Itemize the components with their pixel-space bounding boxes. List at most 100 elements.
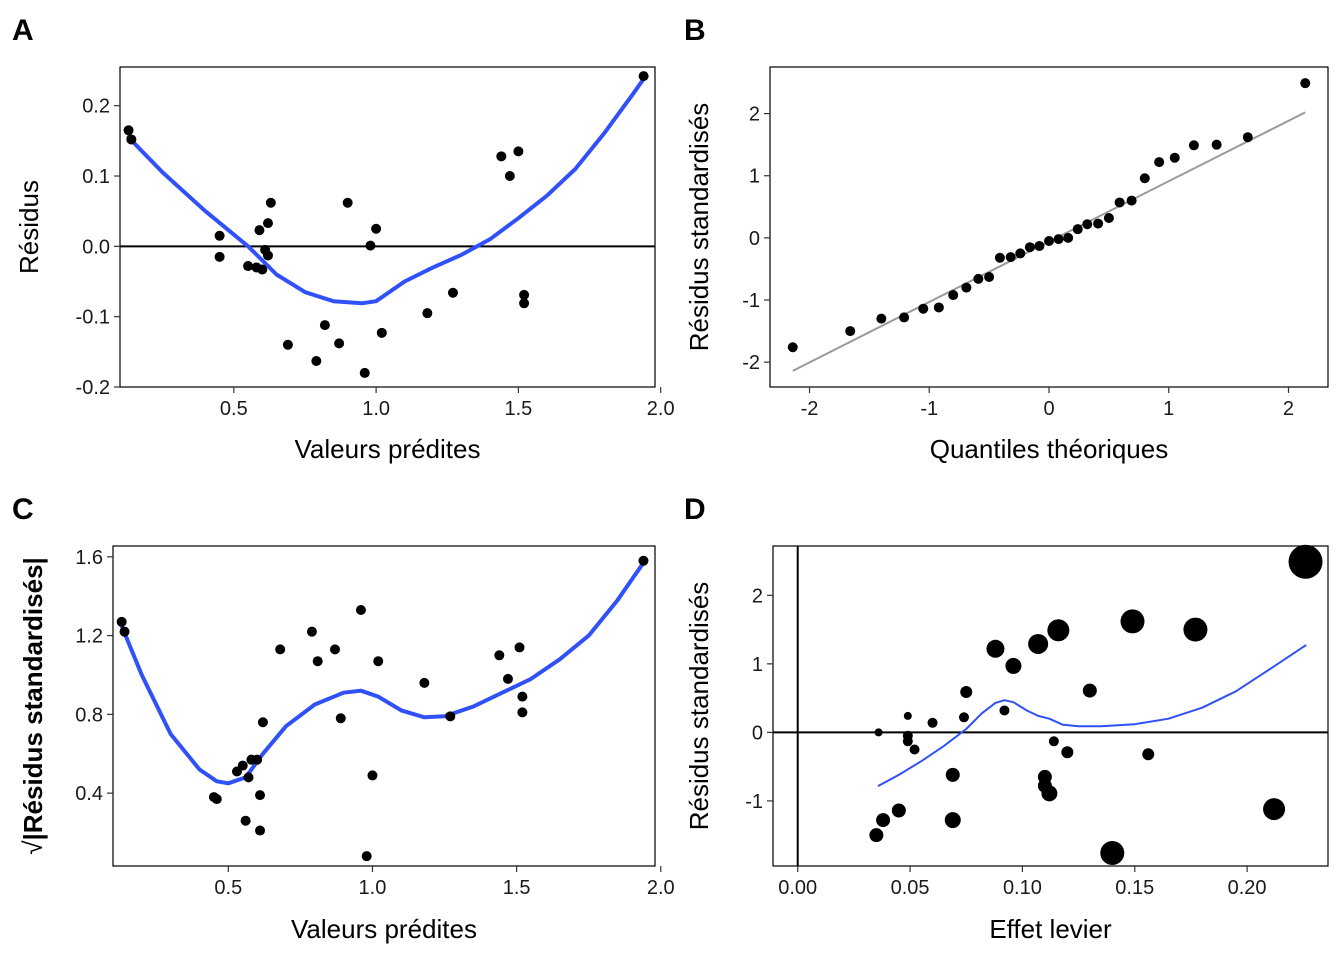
data-point — [876, 313, 887, 324]
data-point — [958, 712, 969, 723]
data-point — [342, 197, 353, 208]
data-point — [376, 327, 387, 338]
data-point — [1053, 234, 1064, 245]
x-axis-title: Quantiles théoriques — [930, 434, 1168, 464]
data-point — [903, 711, 912, 720]
data-point — [899, 312, 910, 323]
data-point — [422, 308, 433, 319]
data-point — [361, 851, 372, 862]
data-point — [869, 828, 884, 843]
data-point — [513, 146, 524, 157]
plot-frame — [112, 545, 656, 867]
y-tick-label: -1 — [742, 290, 760, 312]
x-tick-label: -2 — [801, 398, 819, 420]
data-point — [1100, 840, 1125, 865]
y-tick-label: 0.2 — [82, 96, 110, 118]
smooth-trend-line — [126, 77, 646, 306]
data-point — [126, 134, 137, 145]
data-point — [306, 626, 317, 637]
y-tick-label: -0.1 — [76, 307, 110, 329]
y-tick-label: 0.0 — [82, 236, 110, 258]
data-point — [243, 261, 254, 272]
data-point — [1211, 139, 1222, 150]
data-point — [945, 767, 960, 782]
data-point — [237, 760, 248, 771]
data-point — [986, 639, 1005, 658]
data-point — [1005, 657, 1022, 674]
panel-label: C — [12, 493, 34, 526]
data-point — [365, 240, 376, 251]
data-point — [1126, 195, 1137, 206]
x-tick-label: 1.0 — [359, 877, 387, 899]
smooth-trend-line — [877, 644, 1307, 787]
x-tick-label: 0.10 — [1003, 877, 1042, 899]
data-point — [948, 290, 959, 301]
y-tick-label: 1 — [749, 166, 760, 188]
x-tick-label: 2 — [1283, 398, 1294, 420]
y-tick-label: -2 — [742, 352, 760, 374]
y-tick-label: 0 — [749, 228, 760, 250]
data-point — [1169, 152, 1180, 163]
data-point — [494, 650, 505, 661]
data-point — [502, 673, 513, 684]
y-axis-title-sqrt: √ — [18, 840, 48, 855]
panel-d: D 0.00 0.05 0.10 0.15 0.20 -1 0 1 2 Effet levier Ré… — [684, 493, 1329, 944]
y-tick-label: 0 — [752, 722, 763, 744]
data-point — [514, 642, 525, 653]
data-point — [355, 605, 366, 615]
data-point — [214, 251, 225, 262]
x-tick-label: 0.5 — [220, 398, 248, 420]
data-point — [973, 273, 984, 284]
data-point — [1093, 218, 1104, 229]
y-tick-label: 0.1 — [82, 166, 110, 188]
data-point — [1139, 173, 1150, 184]
data-point — [1082, 219, 1093, 230]
data-point — [329, 644, 340, 655]
panel-label: A — [12, 14, 34, 47]
data-point — [240, 815, 251, 826]
y-tick-label: 2 — [749, 104, 760, 126]
y-tick-label: 0.4 — [75, 783, 103, 805]
data-point — [312, 656, 323, 667]
data-point — [334, 338, 345, 349]
x-tick-label: 1.5 — [504, 398, 532, 420]
x-tick-label: 0.20 — [1228, 877, 1267, 899]
data-point — [909, 744, 920, 755]
data-point — [371, 223, 382, 234]
data-point — [445, 711, 456, 722]
y-axis-title-text: |Résidus standardisés| — [18, 557, 48, 840]
data-point — [1044, 235, 1054, 246]
y-tick-label: 1.2 — [75, 626, 103, 648]
x-axis-title: Effet levier — [989, 914, 1112, 944]
data-point — [902, 736, 913, 747]
y-tick-label: 0.8 — [75, 704, 103, 726]
data-point — [116, 616, 127, 627]
data-point — [1263, 798, 1286, 821]
y-tick-label: 2 — [752, 585, 763, 607]
data-point — [1047, 619, 1070, 642]
data-point — [874, 728, 883, 737]
x-tick-label: 0.05 — [891, 877, 930, 899]
data-point — [275, 644, 286, 655]
data-point — [994, 252, 1005, 263]
data-point — [1120, 609, 1145, 634]
data-point — [1061, 746, 1074, 759]
data-point — [1154, 157, 1165, 168]
data-point — [211, 794, 222, 805]
data-point — [1072, 224, 1083, 235]
data-point — [282, 339, 293, 350]
data-point — [373, 656, 384, 667]
data-point — [1082, 683, 1097, 698]
data-point — [891, 803, 906, 818]
x-tick-label: 1.0 — [362, 398, 390, 420]
data-point — [1188, 140, 1199, 151]
data-point — [419, 677, 430, 688]
data-point — [255, 825, 266, 836]
data-point — [119, 626, 130, 637]
data-point — [243, 772, 254, 783]
data-point — [1300, 78, 1311, 89]
data-point — [876, 813, 891, 828]
data-point — [927, 717, 938, 728]
data-point — [845, 326, 856, 337]
y-axis-title: Résidus standardisés — [684, 582, 714, 831]
